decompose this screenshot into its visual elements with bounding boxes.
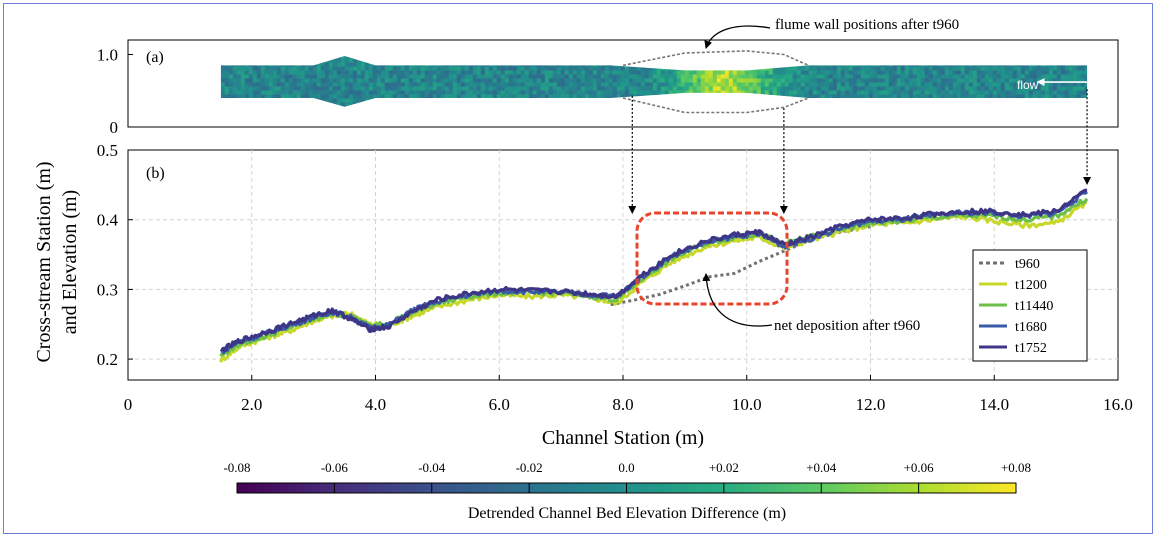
colorbar-tick-label: -0.02 [516,460,543,475]
colorbar-tick-label: -0.06 [321,460,349,475]
connector-arrows [628,25,1092,327]
y-tick-label: 0.2 [97,350,118,369]
x-tick-label: 12.0 [856,395,886,414]
colorbar-ticks: -0.08 -0.06 -0.04 -0.02 0.0 +0.02 +0.04 +0.06 +0… [223,460,1031,493]
colorbar-tick-label: +0.02 [709,460,739,475]
colorbar-tick-label: +0.06 [904,460,935,475]
legend-label: t1752 [1015,341,1047,356]
series-line-t1752 [220,188,1088,353]
y-axis-title-line1: Cross-stream Station (m) [33,161,55,362]
legend-label: t11440 [1015,299,1053,314]
x-tick-label: 0 [124,395,133,414]
deposition-highlight-box [635,211,789,306]
y-tick-label: 0.4 [97,211,119,230]
legend-label: t960 [1015,257,1040,272]
series-line-t960 [610,225,871,307]
colorbar-tick-label: 0.0 [618,460,634,475]
panel-b-label: (b) [146,165,165,182]
panel-a-y-axis: 01.0 [97,46,133,137]
flume-wall-lower-t960 [622,97,809,114]
y-axis-title-line2: and Elevation (m) [59,190,81,334]
x-tick-label: 16.0 [1103,395,1133,414]
y-tick-label: 0.5 [97,141,118,160]
deposition-arrow [702,273,773,327]
x-axis-title: Channel Station (m) [542,427,704,449]
legend-label: t1200 [1015,278,1047,293]
colorbar: -0.08 -0.06 -0.04 -0.02 0.0 +0.02 +0.04 +0.06 +0… [223,460,1031,522]
panel-b-plot-area [219,188,1089,363]
x-tick-label: 2.0 [241,395,262,414]
y-tick-label: 0 [110,118,119,137]
x-tick-label: 10.0 [732,395,762,414]
flume-wall-annotation: flume wall positions after t960 [775,17,959,33]
x-tick-label: 8.0 [612,395,633,414]
colorbar-tick-label: +0.04 [806,460,837,475]
colorbar-title: Detrended Channel Bed Elevation Differen… [468,505,786,522]
x-tick-label: 4.0 [365,395,386,414]
panel-a-label: (a) [146,49,164,66]
legend-label: t1680 [1015,320,1047,335]
flume-wall-upper-t960 [622,50,809,67]
y-tick-label: 1.0 [97,46,118,65]
colorbar-tick-label: -0.04 [418,460,446,475]
panel-b-axes: 0 2.0 4.0 6.0 8.0 10.0 12.0 14.0 16.0 0.2 0.3 0.4 0.… [97,141,1133,414]
y-tick-label: 0.3 [97,280,118,299]
panel-b: 0 2.0 4.0 6.0 8.0 10.0 12.0 14.0 16.0 0.2 0.3 0.4 0.… [97,141,1133,414]
net-deposition-annotation: net deposition after t960 [774,318,920,334]
x-tick-label: 6.0 [489,395,510,414]
flow-label: flow [1017,78,1039,92]
panel-a: 01.0 (a) flume wall positions after t960… [97,17,1119,137]
x-tick-label: 14.0 [979,395,1009,414]
legend: t960 t1200 t11440 t1680 t1752 [972,249,1088,362]
colorbar-tick-label: -0.08 [223,460,250,475]
colorbar-tick-label: +0.08 [1001,460,1031,475]
flume-wall-arrow [704,25,771,49]
figure-frame [3,3,1153,534]
